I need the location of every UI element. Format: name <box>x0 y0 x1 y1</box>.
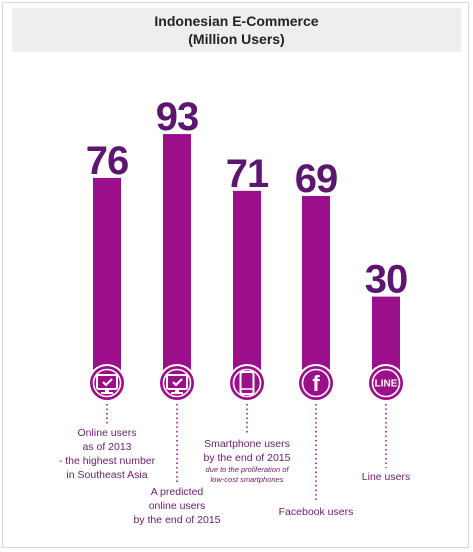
icon-ring <box>162 368 192 398</box>
bar <box>302 195 330 374</box>
icon-ring <box>301 368 331 398</box>
chart-subtitle: (Million Users) <box>188 31 285 47</box>
bar <box>233 190 261 374</box>
line-icon: LINE <box>375 379 398 390</box>
icon-circle <box>369 366 403 400</box>
value-label: 76 <box>86 139 129 183</box>
title-band: Indonesian E-Commerce (Million Users) <box>12 8 461 52</box>
caption-line: Smartphone users <box>204 438 290 450</box>
caption-note: due to the proliferation of <box>205 465 289 474</box>
value-label: 69 <box>295 157 338 201</box>
bar <box>163 134 191 374</box>
svg-text:f: f <box>312 371 320 396</box>
bar-caption: Facebook users <box>251 505 381 519</box>
chart-title: Indonesian E-Commerce <box>154 13 319 29</box>
bar-caption: Smartphone users by the end of 2015 due to… <box>182 437 312 485</box>
svg-text:LINE: LINE <box>375 379 398 390</box>
smartphone-icon <box>239 371 255 395</box>
bar-caption: A predicted online users by the end of 201… <box>112 485 242 527</box>
caption-line: by the end of 2015 <box>203 452 291 464</box>
value-label: 93 <box>156 95 199 139</box>
caption-line: Facebook users <box>278 506 354 518</box>
monitor-icon <box>166 374 188 394</box>
bar <box>93 177 121 374</box>
value-label: 30 <box>365 258 408 302</box>
caption-line: Online users <box>77 427 137 439</box>
caption-line: online users <box>148 500 206 512</box>
monitor-icon <box>96 374 118 394</box>
caption-line: as of 2013 <box>82 441 132 453</box>
chart-frame <box>2 2 469 548</box>
caption-line: - the highest number <box>58 455 156 467</box>
icon-ring <box>232 368 262 398</box>
icon-circle <box>230 366 264 400</box>
caption-line: A predicted <box>150 486 204 498</box>
caption-line: by the end of 2015 <box>133 514 221 526</box>
bar <box>372 296 400 374</box>
caption-note: low-cost smartphones <box>210 475 284 484</box>
icon-circle <box>299 366 333 400</box>
bar-caption: Online users as of 2013 - the highest numb… <box>42 426 172 482</box>
value-label: 71 <box>226 152 269 196</box>
icon-ring <box>371 368 401 398</box>
bar-caption: Line users <box>321 470 451 484</box>
icon-ring <box>92 368 122 398</box>
caption-line: Line users <box>361 471 411 483</box>
caption-line: in Southeast Asia <box>66 469 148 481</box>
facebook-icon: f <box>312 371 320 396</box>
